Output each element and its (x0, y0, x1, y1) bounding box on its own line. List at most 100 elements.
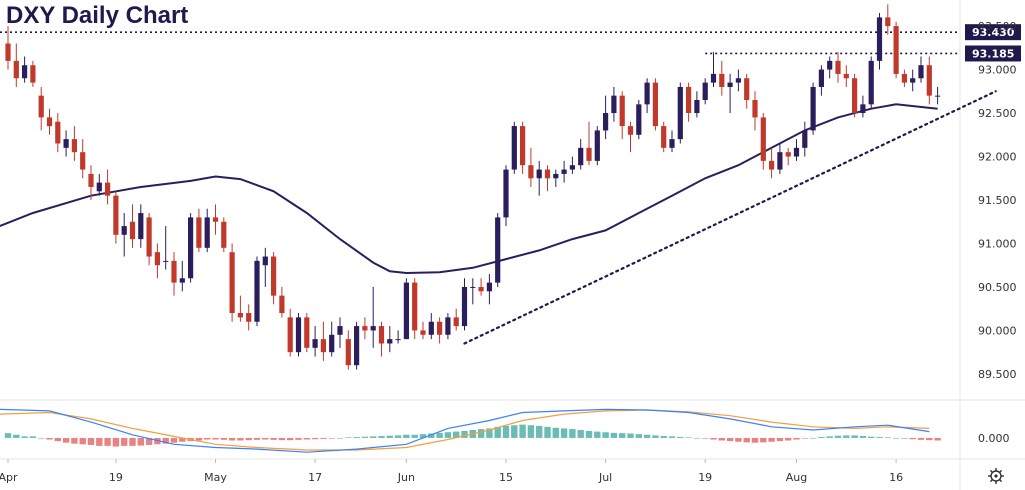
candle (428, 313, 434, 340)
histogram-bar (54, 437, 61, 442)
candle-body (461, 286, 468, 327)
candle (362, 317, 368, 340)
candle-body (627, 126, 634, 135)
candle (204, 208, 210, 253)
gear-icon[interactable] (988, 468, 1004, 484)
candle (461, 278, 468, 331)
y-tick-label: 93.500 (978, 20, 1017, 33)
candle (146, 213, 152, 266)
candle-body (893, 26, 899, 74)
candle-body (843, 73, 849, 79)
candle-body (138, 213, 144, 240)
histogram-bar (926, 437, 933, 441)
histogram-bar (527, 425, 535, 438)
candle-body (827, 60, 833, 70)
candle-body (669, 139, 675, 148)
candle-body (802, 130, 808, 148)
candle-body (46, 117, 53, 127)
candle (55, 113, 61, 153)
candle (810, 82, 816, 135)
candle (337, 317, 343, 348)
candle-body (345, 339, 351, 366)
candle-body (594, 130, 600, 161)
candle-body (121, 226, 127, 235)
histogram-bar (278, 437, 286, 441)
candle-body (196, 217, 202, 248)
histogram-bar (843, 435, 850, 438)
histogram-bar (353, 436, 360, 438)
candle-body (163, 260, 169, 262)
candle (46, 108, 53, 135)
candle (694, 91, 700, 118)
candle (71, 126, 77, 161)
histogram-bar (660, 436, 667, 438)
level-lines-layer: 93.430 93.185 (0, 24, 1021, 62)
candle (237, 295, 243, 322)
histogram-bar (585, 430, 593, 438)
candle-body (686, 86, 692, 114)
candle (669, 130, 675, 153)
histogram-bar (760, 437, 767, 443)
histogram-bar (909, 437, 916, 440)
candle (63, 130, 69, 157)
candle (279, 286, 285, 318)
candle (179, 260, 185, 292)
candle (221, 217, 227, 253)
candle-body (652, 82, 658, 127)
candle-body (237, 313, 243, 318)
candle-body (362, 326, 368, 331)
histogram-bar (718, 437, 725, 441)
candle-body (603, 113, 609, 131)
histogram-bar (328, 437, 335, 439)
candle-body (212, 217, 219, 222)
histogram-bar (610, 432, 618, 438)
candle-body (611, 95, 617, 114)
candle (229, 243, 235, 322)
x-tick-label: 17 (308, 471, 322, 484)
histogram-bar (751, 437, 759, 443)
x-tick-label: 19 (698, 471, 712, 484)
y-tick-label: 92.500 (978, 107, 1017, 120)
histogram-bar (220, 437, 227, 440)
candle-body (760, 117, 766, 161)
candle (611, 86, 617, 122)
histogram-bar (204, 437, 211, 440)
candle-body (536, 169, 542, 179)
candle (80, 139, 86, 179)
histogram-bar (594, 431, 601, 438)
candle-body (378, 326, 385, 344)
candle-body (478, 286, 484, 292)
candle-body (495, 217, 501, 283)
candle-body (727, 82, 733, 87)
signal-line (0, 409, 930, 451)
x-tick-label: Jul (598, 471, 612, 484)
histogram-bar (494, 426, 501, 438)
y-tick-label: 93.000 (978, 64, 1017, 77)
histogram-bar (170, 437, 178, 443)
candle (163, 226, 169, 270)
candle (793, 139, 800, 161)
histogram-bar (768, 437, 775, 442)
x-tick-label: Apr (0, 471, 18, 484)
candle (5, 26, 11, 70)
candle-body (154, 252, 160, 266)
candle-body (387, 339, 393, 344)
histogram-bar (818, 436, 825, 438)
histogram-bar (121, 437, 128, 446)
histogram-bar (38, 437, 45, 439)
histogram-bar (145, 437, 153, 445)
candle (876, 13, 883, 70)
candle-body (437, 321, 443, 335)
candle (511, 121, 517, 174)
histogram-bar (104, 437, 111, 446)
y-tick-label: 90.500 (978, 281, 1017, 294)
candle-body (553, 173, 559, 179)
histogram-bar (303, 437, 310, 440)
candle (345, 330, 351, 370)
candle-body (503, 169, 509, 218)
candle (88, 165, 94, 200)
candle (437, 317, 443, 344)
histogram-bar (569, 429, 576, 438)
candle-body (113, 195, 119, 235)
histogram-bar (519, 424, 526, 438)
